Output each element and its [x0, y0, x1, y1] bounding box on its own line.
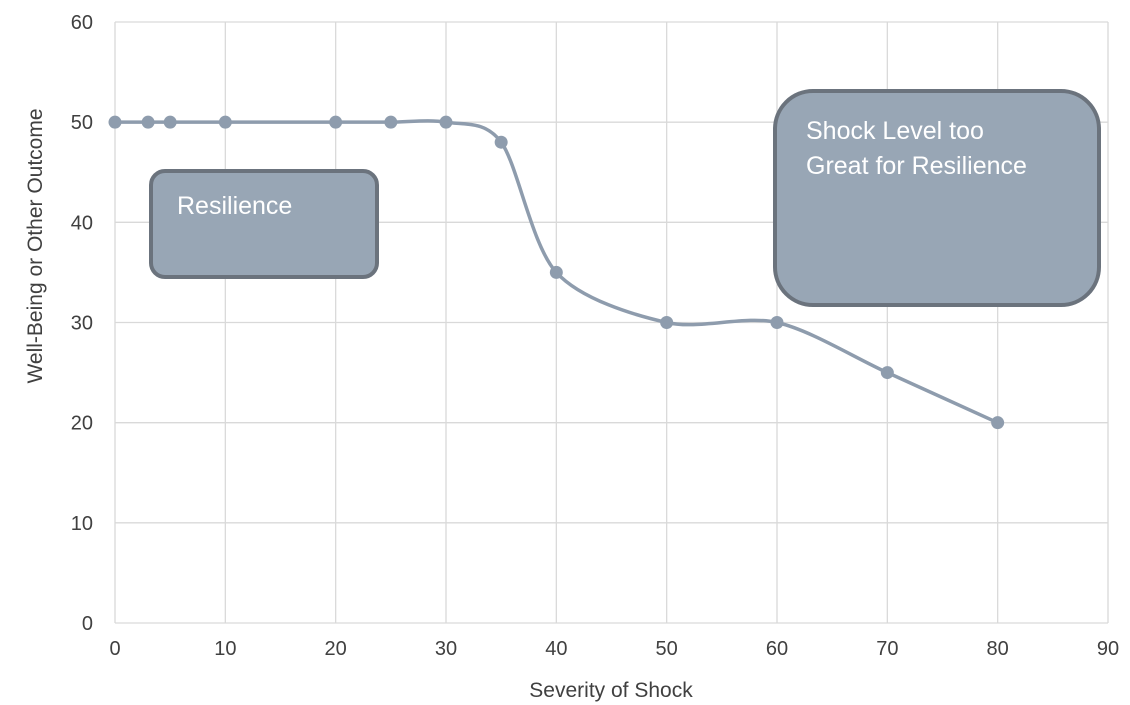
- x-tick-label: 70: [876, 638, 898, 660]
- resilience-callout-box: [149, 169, 379, 279]
- resilience-callout-label: Resilience: [177, 192, 292, 220]
- y-tick-label: 50: [71, 112, 93, 134]
- y-axis-title: Well-Being or Other Outcome: [24, 108, 47, 383]
- series-line: [114, 119, 999, 425]
- data-point: [218, 115, 232, 129]
- x-tick-label: 60: [766, 638, 788, 660]
- series: [108, 115, 1005, 430]
- shock-too-great-callout: Shock Level too Great for Resilience: [773, 89, 1101, 307]
- y-tick-label: 20: [71, 413, 93, 435]
- x-tick-label: 20: [325, 638, 347, 660]
- data-point: [384, 115, 398, 129]
- data-point: [108, 115, 122, 129]
- data-point: [494, 135, 508, 149]
- data-point: [880, 366, 894, 380]
- x-axis-title: Severity of Shock: [529, 679, 693, 702]
- data-point: [141, 115, 155, 129]
- data-point: [549, 265, 563, 279]
- data-point: [329, 115, 343, 129]
- y-tick-label: 30: [71, 313, 93, 335]
- y-tick-label: 10: [71, 513, 93, 535]
- y-tick-label: 60: [71, 12, 93, 34]
- x-tick-label: 80: [987, 638, 1009, 660]
- x-tick-label: 90: [1097, 638, 1119, 660]
- y-tick-label: 0: [82, 613, 93, 635]
- y-tick-label: 40: [71, 212, 93, 234]
- x-tick-label: 0: [109, 638, 120, 660]
- data-point: [770, 316, 784, 329]
- x-tick-label: 10: [214, 638, 236, 660]
- data-point: [163, 115, 177, 129]
- shock-too-great-callout-box: [773, 89, 1101, 307]
- tick-labels: 0 10 20 30 40 50 60 0 10 20 30 40 50 60 70 80 90: [71, 12, 1119, 660]
- data-point: [991, 416, 1005, 430]
- resilience-callout: Resilience: [149, 169, 379, 279]
- x-tick-label: 30: [435, 638, 457, 660]
- x-tick-label: 40: [545, 638, 567, 660]
- shock-too-great-callout-line-1: Shock Level too: [806, 117, 984, 145]
- x-tick-label: 50: [656, 638, 678, 660]
- data-point: [439, 115, 453, 129]
- shock-too-great-callout-line-2: Great for Resilience: [806, 152, 1027, 180]
- data-point: [660, 316, 674, 329]
